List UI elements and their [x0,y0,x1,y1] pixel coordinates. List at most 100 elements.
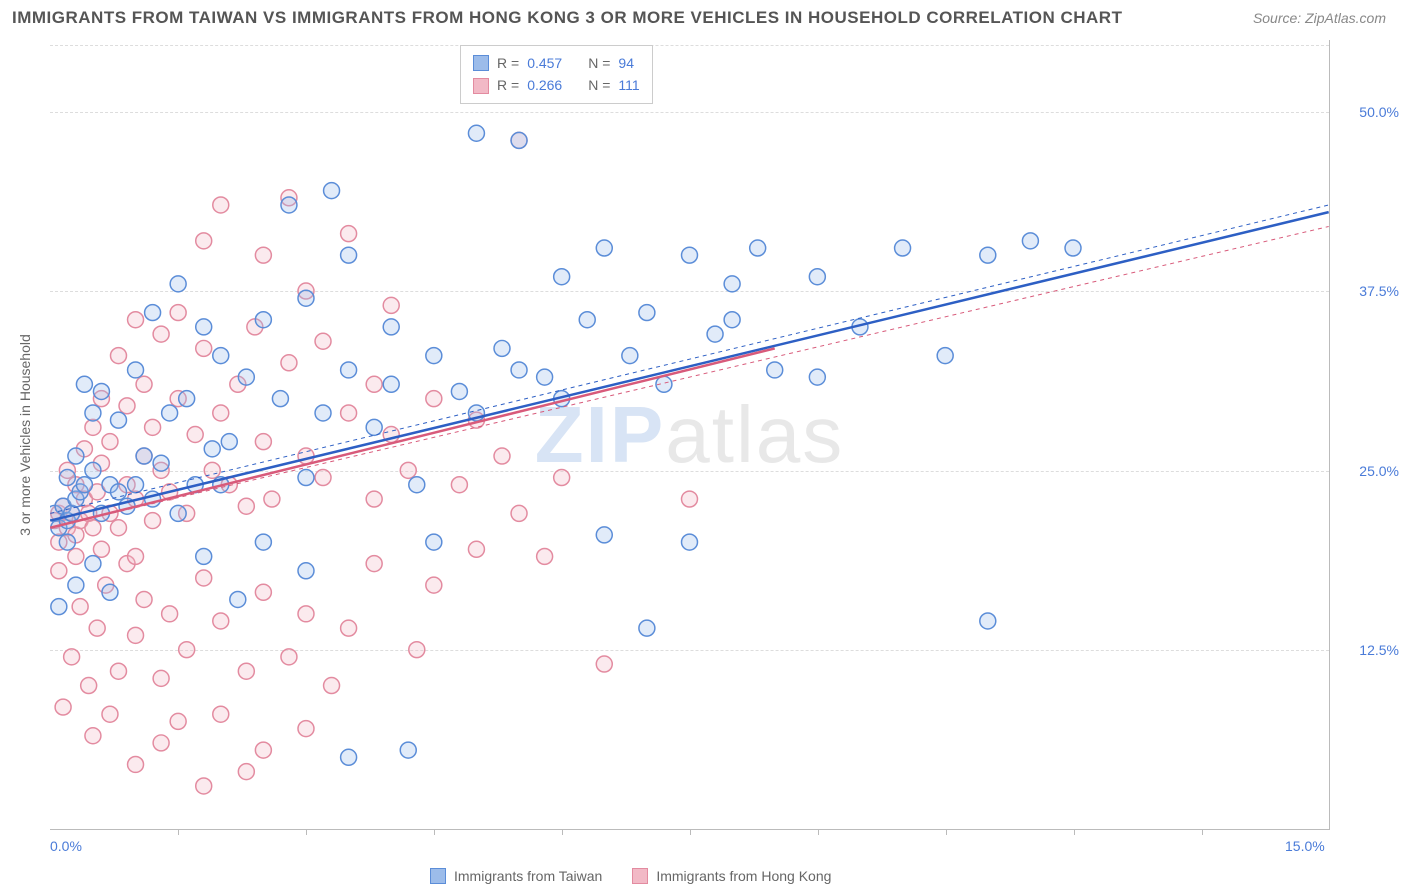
scatter-point [196,548,212,564]
stats-legend-row-0: R = 0.457 N = 94 [473,52,640,74]
legend-swatch-taiwan [430,868,446,884]
scatter-point [554,269,570,285]
r-label-0: R = [497,52,519,74]
scatter-point [179,642,195,658]
legend-label-taiwan: Immigrants from Taiwan [454,868,602,884]
scatter-point [128,627,144,643]
scatter-point [400,742,416,758]
scatter-point [511,132,527,148]
scatter-point [937,348,953,364]
scatter-point [596,240,612,256]
scatter-point [639,620,655,636]
scatter-point [895,240,911,256]
scatter-point [511,362,527,378]
legend-label-hongkong: Immigrants from Hong Kong [656,868,831,884]
scatter-point [383,376,399,392]
scatter-point [145,513,161,529]
scatter-point [93,541,109,557]
scatter-point [238,663,254,679]
scatter-point [596,656,612,672]
scatter-point [196,319,212,335]
scatter-point [298,563,314,579]
scatter-point [145,419,161,435]
plot-area: ZIPatlas 12.5%25.0%37.5%50.0%0.0%15.0% [50,40,1330,830]
n-value-0: 94 [618,52,634,74]
scatter-point [136,376,152,392]
scatter-point [238,369,254,385]
y-tick-label: 25.0% [1339,463,1399,479]
series-legend: Immigrants from Taiwan Immigrants from H… [430,868,831,884]
y-axis-label-container: 3 or more Vehicles in Household [10,40,40,830]
scatter-point [451,477,467,493]
scatter-point [298,606,314,622]
scatter-point [682,247,698,263]
scatter-point [426,391,442,407]
y-tick-label: 12.5% [1339,642,1399,658]
scatter-point [494,340,510,356]
scatter-point [76,376,92,392]
scatter-point [162,405,178,421]
scatter-point [622,348,638,364]
stats-legend-row-1: R = 0.266 N = 111 [473,74,640,96]
scatter-point [596,527,612,543]
scatter-point [255,742,271,758]
scatter-point [281,355,297,371]
chart-container: IMMIGRANTS FROM TAIWAN VS IMMIGRANTS FRO… [0,0,1406,892]
scatter-point [298,470,314,486]
scatter-point [366,376,382,392]
scatter-point [366,556,382,572]
scatter-point [409,642,425,658]
scatter-point [128,756,144,772]
scatter-point [324,678,340,694]
x-minor-tick [562,829,563,835]
scatter-point [153,670,169,686]
scatter-point [366,491,382,507]
x-minor-tick [818,829,819,835]
scatter-point [281,649,297,665]
x-minor-tick [306,829,307,835]
n-value-1: 111 [618,74,639,96]
scatter-point [136,591,152,607]
scatter-point [1065,240,1081,256]
r-value-0: 0.457 [527,52,562,74]
scatter-point [128,477,144,493]
scatter-point [255,247,271,263]
scatter-point [341,620,357,636]
scatter-point [68,448,84,464]
scatter-point [213,197,229,213]
scatter-point [51,563,67,579]
scatter-point [750,240,766,256]
scatter-point [341,749,357,765]
scatter-point [204,441,220,457]
chart-title: IMMIGRANTS FROM TAIWAN VS IMMIGRANTS FRO… [12,8,1122,28]
scatter-point [511,505,527,521]
scatter-point [68,548,84,564]
scatter-svg [50,40,1329,829]
y-axis-label: 3 or more Vehicles in Household [17,334,33,536]
x-minor-tick [1074,829,1075,835]
scatter-point [102,434,118,450]
scatter-point [537,548,553,564]
n-label-0: N = [588,52,610,74]
n-label-1: N = [588,74,610,96]
scatter-point [196,778,212,794]
scatter-point [128,548,144,564]
scatter-point [324,183,340,199]
scatter-point [809,369,825,385]
scatter-point [187,427,203,443]
scatter-point [213,348,229,364]
scatter-point [341,405,357,421]
scatter-point [72,599,88,615]
scatter-point [230,591,246,607]
scatter-point [111,412,127,428]
x-minor-tick [434,829,435,835]
scatter-point [767,362,783,378]
scatter-point [111,484,127,500]
scatter-point [980,247,996,263]
scatter-point [85,728,101,744]
scatter-point [196,233,212,249]
x-tick-label: 15.0% [1285,838,1325,854]
scatter-point [213,613,229,629]
scatter-point [537,369,553,385]
scatter-point [55,699,71,715]
